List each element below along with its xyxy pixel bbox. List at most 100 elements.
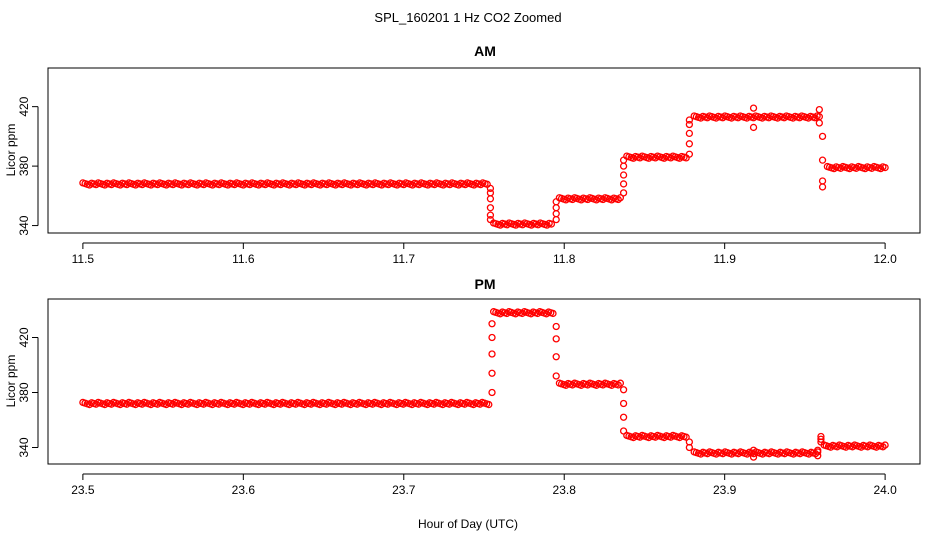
pm-data-point [552, 353, 560, 361]
am-data-point [685, 120, 694, 129]
am-x-tick-label: 11.5 [72, 252, 95, 266]
pm-data-point [488, 320, 496, 328]
am-data-point [749, 104, 758, 112]
am-x-tick-label: 12.0 [873, 252, 897, 266]
am-data-segment [823, 162, 889, 173]
am-data-point [818, 183, 827, 191]
pm-x-tick-label: 23.7 [392, 483, 416, 497]
pm-panel-title: PM [475, 276, 496, 292]
am-data-point [552, 198, 560, 206]
pm-data-point [619, 413, 628, 421]
am-data-point [815, 105, 823, 114]
am-x-tick-label: 11.9 [713, 252, 736, 266]
am-transition-points [749, 104, 758, 132]
am-data-segment [79, 179, 491, 189]
pm-transition-points [552, 322, 560, 380]
am-data-point [486, 215, 495, 224]
pm-plot-frame [47, 298, 921, 465]
pm-data-point [814, 446, 822, 454]
am-y-tick-label: 380 [17, 156, 31, 176]
am-y-tick-label: 340 [17, 215, 31, 235]
am-data-point [685, 140, 694, 148]
am-x-tick-label: 11.7 [393, 252, 416, 266]
am-x-tick-label: 11.6 [232, 252, 255, 266]
am-panel: AM Licor ppm 11.5 11.6 11.7 11.8 11.9 12.0 340… [4, 43, 921, 266]
am-data-point [818, 156, 827, 164]
am-y-axis-label: Licor ppm [4, 124, 18, 177]
am-data-point [815, 119, 823, 127]
am-y-tick-label: 420 [17, 96, 31, 116]
pm-data-point [616, 379, 625, 387]
am-data-point [486, 211, 495, 219]
pm-data-point [552, 335, 560, 343]
pm-data-point [619, 386, 628, 394]
am-data-point [749, 123, 758, 132]
pm-data-point [682, 433, 690, 441]
am-data-point [552, 210, 560, 218]
pm-x-tick-label: 23.9 [713, 483, 737, 497]
am-data-point [685, 150, 694, 158]
am-data-point [619, 162, 628, 170]
am-data-point [818, 177, 827, 185]
pm-data-point [817, 432, 825, 441]
x-axis-label: Hour of Day (UTC) [418, 517, 518, 531]
pm-transition-points [685, 438, 694, 452]
pm-data-segment [555, 379, 625, 389]
pm-data-point [488, 350, 496, 358]
am-panel-title: AM [474, 43, 496, 59]
pm-data-point [488, 388, 496, 397]
pm-x-tick-label: 23.6 [232, 483, 256, 497]
am-plot-frame [47, 67, 921, 234]
am-transition-points [815, 105, 823, 127]
pm-data-point [488, 333, 496, 342]
am-data-segment [623, 152, 690, 162]
am-data-point [881, 163, 889, 172]
am-data-point [616, 194, 625, 202]
am-data-segment [690, 112, 823, 122]
pm-data-segment [489, 308, 557, 318]
pm-data-point [485, 400, 493, 409]
pm-data-point [552, 372, 560, 380]
am-transition-points [685, 116, 694, 158]
pm-x-tick-label: 24.0 [873, 483, 897, 497]
am-transition-points [619, 156, 628, 197]
pm-data-point [881, 441, 889, 449]
pm-data-segment [79, 398, 493, 409]
pm-x-tick-label: 23.8 [553, 483, 577, 497]
am-data-point [486, 195, 495, 203]
pm-y-axis-label: Licor ppm [4, 355, 18, 408]
am-data-segment [489, 219, 556, 229]
am-data-point [486, 189, 495, 197]
pm-panel: PM Licor ppm 23.5 23.6 23.7 23.8 23.9 24.0 340… [4, 276, 921, 497]
pm-y-tick-label: 420 [17, 327, 31, 347]
pm-data-segment [623, 431, 690, 442]
am-data-segment [555, 194, 625, 204]
pm-data-point [619, 399, 628, 408]
pm-data-point [488, 369, 496, 377]
pm-transition-points [814, 446, 822, 460]
pm-data-point [619, 427, 628, 435]
am-transition-points [552, 198, 560, 224]
am-data-point [486, 184, 495, 193]
am-data-point [552, 204, 560, 212]
am-data-point [486, 204, 495, 212]
am-data-point [619, 171, 628, 179]
pm-y-tick-label: 340 [17, 437, 31, 457]
am-data-point [818, 132, 827, 141]
pm-transition-points [619, 386, 628, 435]
pm-transition-points [488, 320, 496, 397]
am-data-point [619, 156, 628, 164]
am-data-point [685, 129, 694, 138]
pm-transition-points [817, 432, 825, 446]
am-data-point [619, 180, 628, 188]
pm-data-point [552, 322, 560, 331]
pm-y-tick-label: 380 [17, 382, 31, 402]
pm-data-point [817, 435, 825, 443]
am-data-point [547, 220, 556, 228]
am-data-point [685, 116, 694, 124]
am-transition-points [486, 184, 495, 224]
pm-data-point [749, 446, 758, 454]
am-data-point [619, 189, 628, 197]
am-data-point [552, 215, 560, 224]
